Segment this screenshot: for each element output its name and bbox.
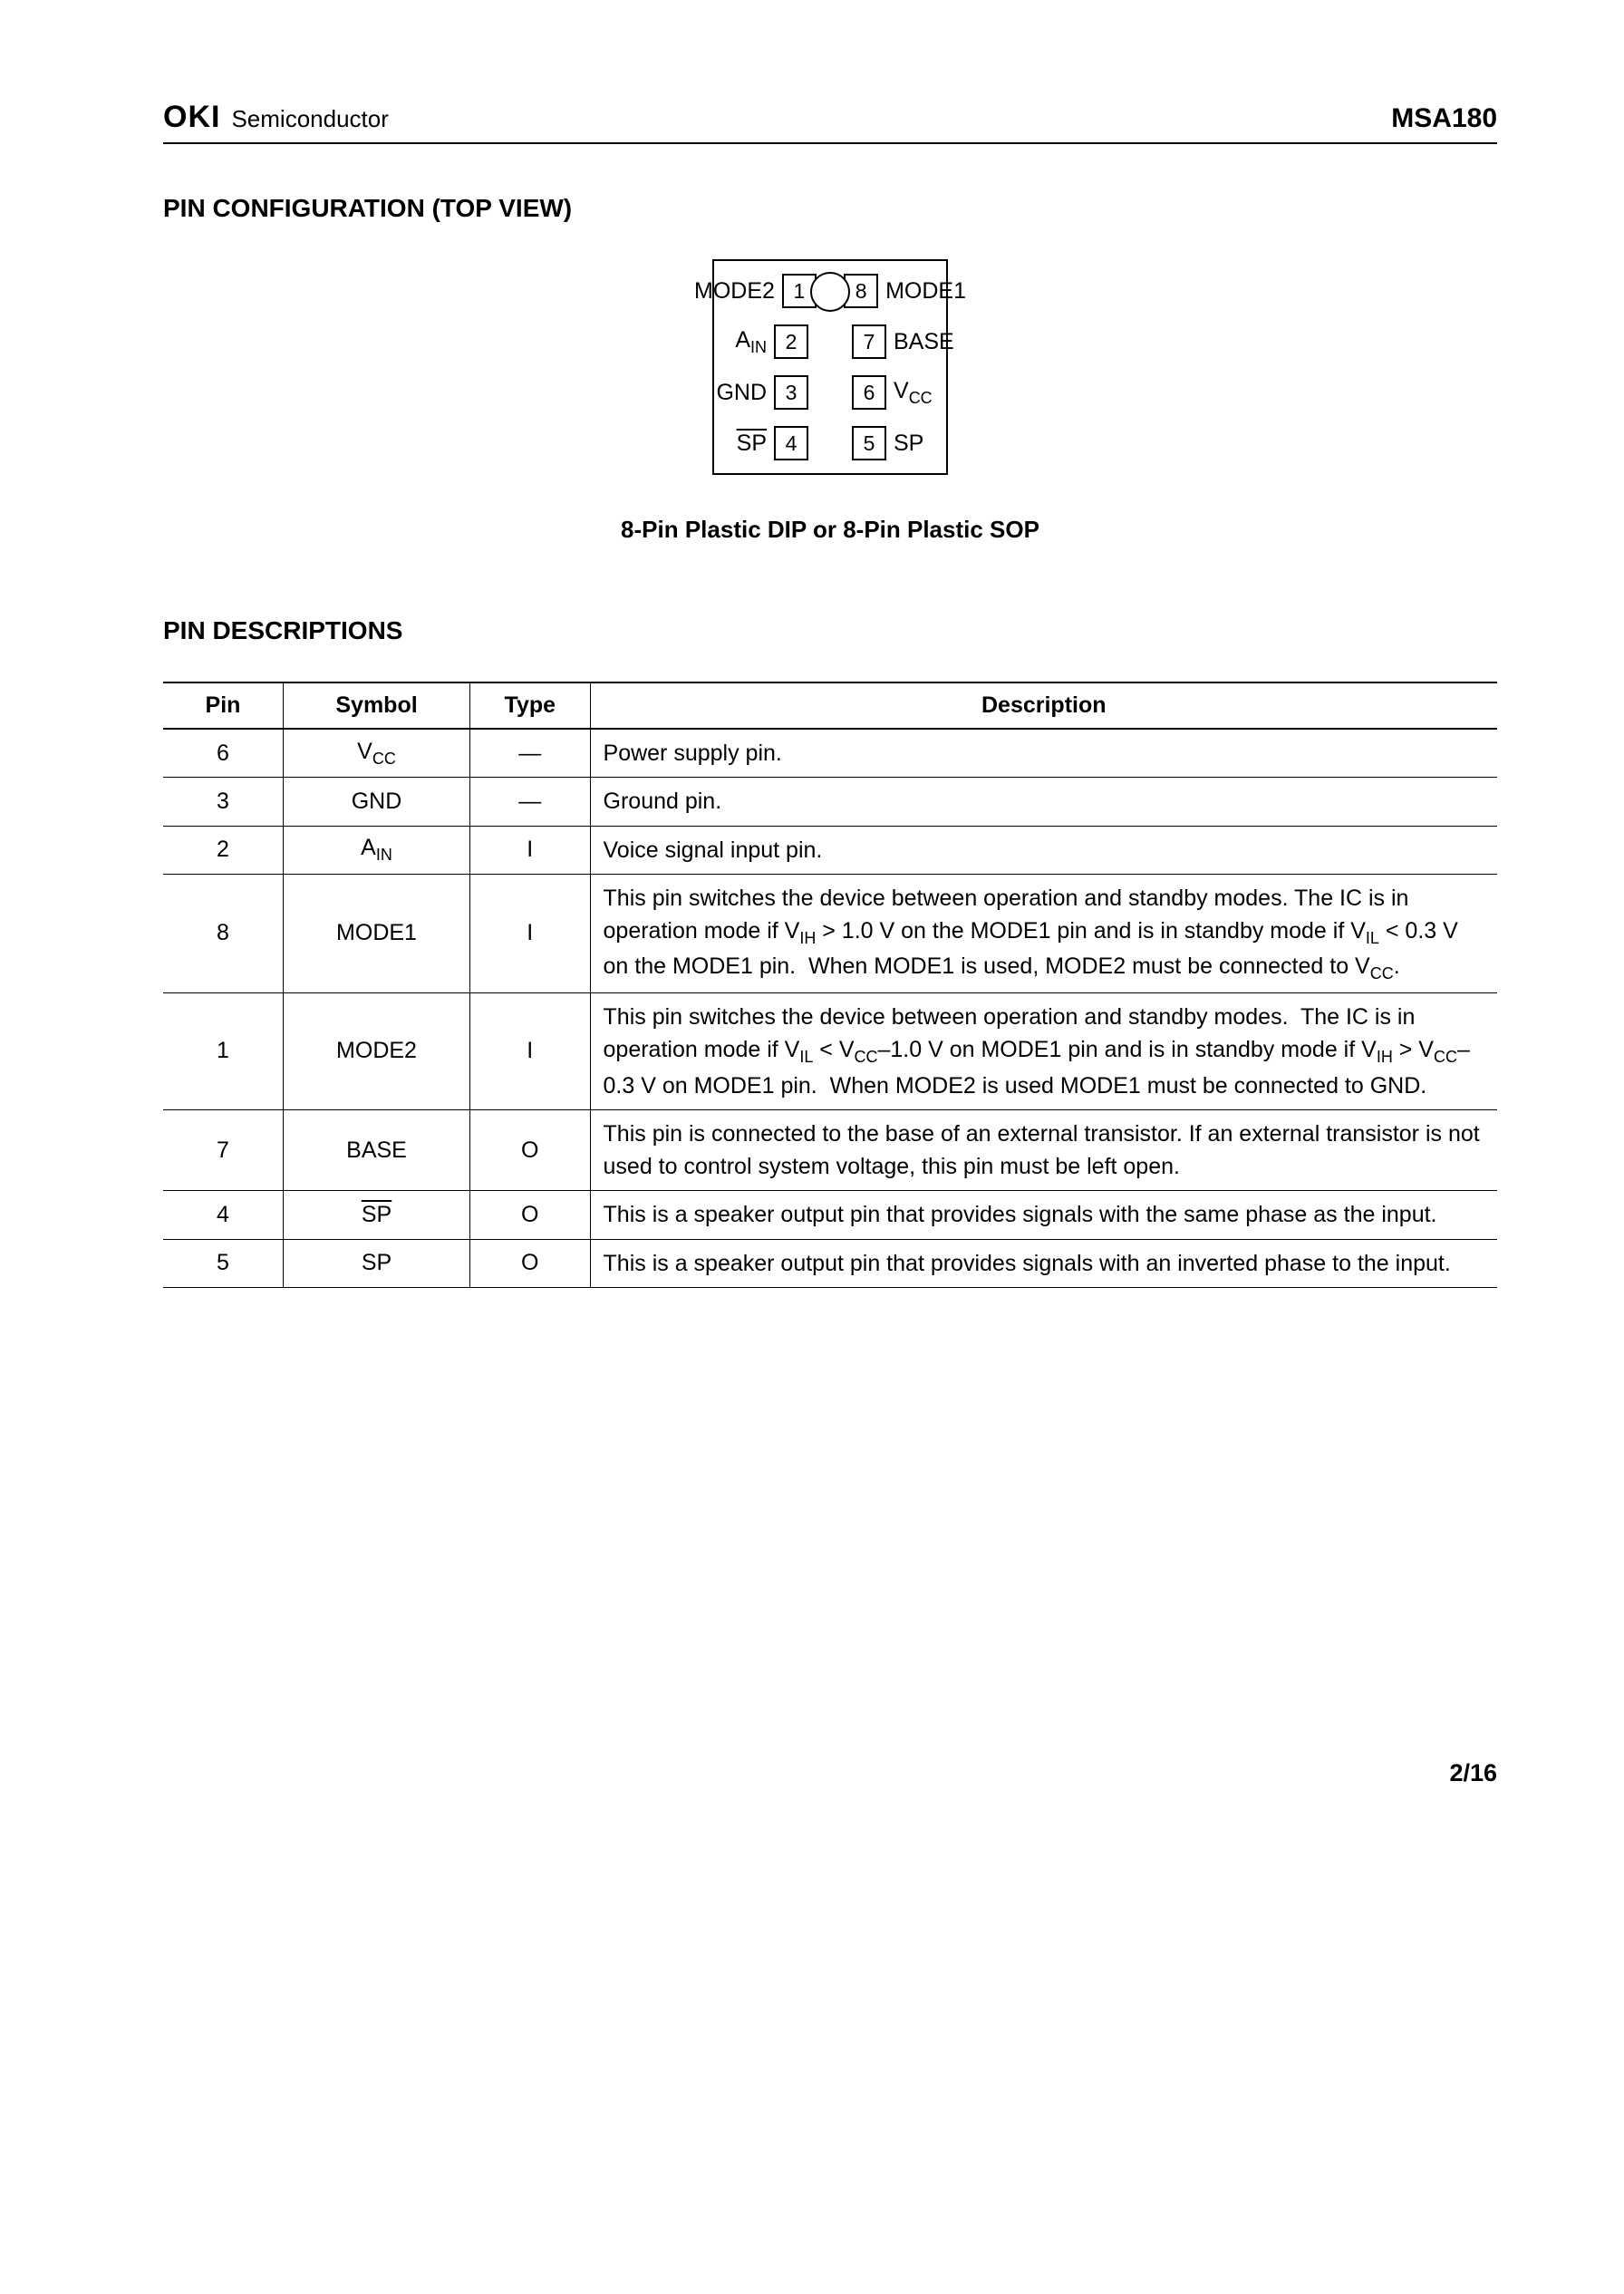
ic-pin-row: AIN27BASE	[714, 324, 946, 359]
pin-number-box: 2	[774, 324, 808, 359]
pin-label-left: SP	[694, 431, 767, 457]
cell-type: I	[470, 993, 590, 1110]
cell-type: I	[470, 874, 590, 992]
th-description: Description	[590, 682, 1497, 729]
pin-number-box: 4	[774, 426, 808, 460]
cell-symbol: AIN	[283, 826, 469, 874]
table-header-row: Pin Symbol Type Description	[163, 682, 1497, 729]
pin-number-box: 7	[852, 324, 886, 359]
pin-label-right: BASE	[894, 329, 966, 355]
logo-subtitle: Semiconductor	[231, 105, 388, 133]
table-row: 6VCC—Power supply pin.	[163, 729, 1497, 778]
pin-number-box: 3	[774, 375, 808, 410]
table-row: 3GND—Ground pin.	[163, 778, 1497, 826]
table-row: 5SPOThis is a speaker output pin that pr…	[163, 1239, 1497, 1287]
cell-description: Voice signal input pin.	[590, 826, 1497, 874]
pin-number-box: 5	[852, 426, 886, 460]
cell-pin: 1	[163, 993, 283, 1110]
cell-type: O	[470, 1239, 590, 1287]
cell-pin: 8	[163, 874, 283, 992]
logo-group: OKI Semiconductor	[163, 100, 389, 135]
cell-pin: 4	[163, 1191, 283, 1239]
pin-label-left: GND	[694, 380, 767, 406]
cell-description: Power supply pin.	[590, 729, 1497, 778]
pin-number-box: 6	[852, 375, 886, 410]
cell-type: O	[470, 1191, 590, 1239]
ic-pin-row: GND36VCC	[714, 375, 946, 410]
cell-symbol: GND	[283, 778, 469, 826]
cell-pin: 2	[163, 826, 283, 874]
cell-type: O	[470, 1109, 590, 1191]
ic-pin-row: SP45SP	[714, 426, 946, 460]
ic-notch	[810, 272, 850, 312]
cell-description: This is a speaker output pin that provid…	[590, 1191, 1497, 1239]
cell-type: —	[470, 778, 590, 826]
diagram-caption: 8-Pin Plastic DIP or 8-Pin Plastic SOP	[163, 516, 1497, 544]
part-number: MSA180	[1391, 103, 1497, 134]
cell-symbol: VCC	[283, 729, 469, 778]
section1-title: PIN CONFIGURATION (TOP VIEW)	[163, 194, 1497, 223]
th-type: Type	[470, 682, 590, 729]
pin-label-right: MODE1	[885, 278, 966, 305]
cell-description: This pin is connected to the base of an …	[590, 1109, 1497, 1191]
table-row: 8MODE1IThis pin switches the device betw…	[163, 874, 1497, 992]
cell-symbol: SP	[283, 1191, 469, 1239]
cell-description: This pin switches the device between ope…	[590, 874, 1497, 992]
logo-text: OKI	[163, 100, 220, 135]
cell-symbol: BASE	[283, 1109, 469, 1191]
ic-body: MODE218MODE1AIN27BASEGND36VCCSP45SP	[712, 259, 948, 475]
pin-label-right: SP	[894, 431, 966, 457]
pin-label-right: VCC	[894, 378, 966, 408]
section2-title: PIN DESCRIPTIONS	[163, 616, 1497, 645]
table-row: 4SPOThis is a speaker output pin that pr…	[163, 1191, 1497, 1239]
cell-pin: 7	[163, 1109, 283, 1191]
cell-description: Ground pin.	[590, 778, 1497, 826]
page-number: 2/16	[163, 1759, 1497, 1787]
th-symbol: Symbol	[283, 682, 469, 729]
cell-pin: 5	[163, 1239, 283, 1287]
table-row: 7BASEOThis pin is connected to the base …	[163, 1109, 1497, 1191]
pin-label-left: MODE2	[694, 278, 775, 305]
cell-pin: 3	[163, 778, 283, 826]
cell-type: I	[470, 826, 590, 874]
cell-description: This pin switches the device between ope…	[590, 993, 1497, 1110]
cell-type: —	[470, 729, 590, 778]
ic-diagram: MODE218MODE1AIN27BASEGND36VCCSP45SP	[163, 259, 1497, 475]
cell-symbol: SP	[283, 1239, 469, 1287]
page-header: OKI Semiconductor MSA180	[163, 100, 1497, 144]
cell-description: This is a speaker output pin that provid…	[590, 1239, 1497, 1287]
pin-label-left: AIN	[694, 327, 767, 357]
pin-table: Pin Symbol Type Description 6VCC—Power s…	[163, 682, 1497, 1288]
cell-symbol: MODE1	[283, 874, 469, 992]
cell-pin: 6	[163, 729, 283, 778]
th-pin: Pin	[163, 682, 283, 729]
table-row: 2AINIVoice signal input pin.	[163, 826, 1497, 874]
cell-symbol: MODE2	[283, 993, 469, 1110]
table-row: 1MODE2IThis pin switches the device betw…	[163, 993, 1497, 1110]
